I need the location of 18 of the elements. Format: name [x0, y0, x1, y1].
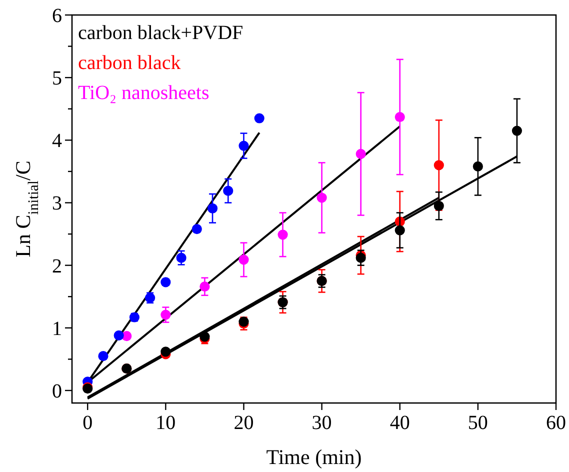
y-tick-label: 1	[52, 318, 62, 340]
text: carbon black	[78, 52, 181, 74]
x-tick-label: 0	[82, 412, 93, 434]
x-tick-label: 60	[546, 412, 566, 434]
text: carbon black+PVDF	[78, 22, 244, 44]
x-tick-label: 40	[390, 412, 410, 434]
text: TiO₂ nanosheets	[78, 82, 210, 104]
y-tick-label: 5	[52, 68, 62, 90]
y-tick-label: 2	[52, 255, 62, 278]
x-tick-label: 50	[468, 412, 488, 434]
y-tick-label: 3	[52, 192, 62, 215]
x-tick-label: 20	[234, 412, 254, 434]
y-tick-label: 6	[52, 5, 62, 27]
y-tick-label: 4	[52, 130, 62, 152]
y-tick-label: 0	[52, 380, 62, 402]
x-axis-title: Time (min)	[266, 445, 362, 469]
x-tick-label: 30	[312, 412, 332, 434]
x-tick-label: 10	[156, 412, 176, 434]
